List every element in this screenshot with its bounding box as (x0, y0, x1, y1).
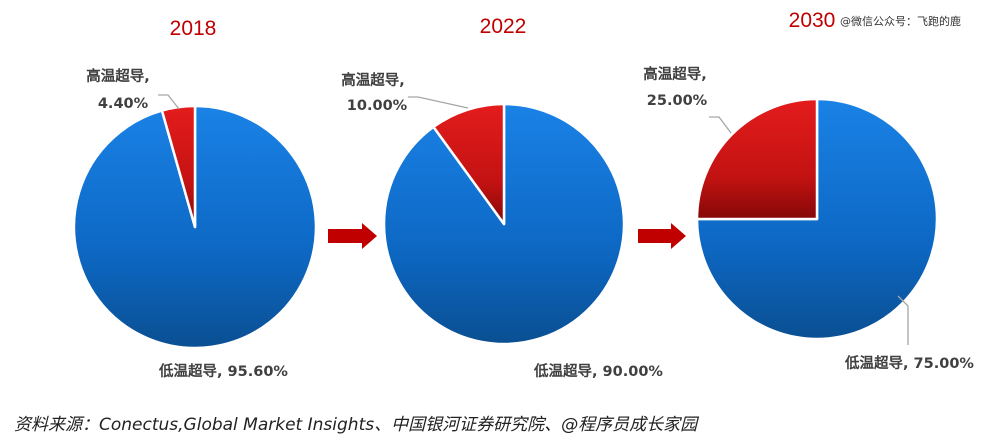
label-high-2030-name: 高温超导, (643, 65, 707, 83)
leader-line-2030 (709, 116, 732, 134)
label-high-2018-value: 4.40% (98, 96, 149, 112)
chart-title-2022: 2022 (480, 15, 527, 38)
chart-title-2018: 2018 (170, 17, 217, 40)
label-low-2018: 低温超导, 95.60% (158, 362, 288, 380)
label-high-2022-value: 10.00% (347, 98, 408, 114)
leader-line-2018 (158, 94, 180, 110)
pie-slice-high-temp-2030 (695, 97, 819, 221)
pie-2018 (72, 104, 318, 350)
arrow-2018-to-2022 (328, 223, 377, 249)
chart-title-2030: 2030 (789, 9, 836, 32)
leader-line-2022 (408, 96, 469, 109)
pie-slice-high-temp-2022 (432, 102, 506, 226)
source-note: 资料来源：Conectus,Global Market Insights、中国银… (14, 415, 698, 435)
arrow-2022-to-2030 (638, 223, 686, 249)
label-high-2018-name: 高温超导, (86, 67, 150, 85)
label-low-2022: 低温超导, 90.00% (533, 362, 663, 380)
leader-line-2030-low (897, 295, 909, 345)
label-high-2030-value: 25.00% (647, 93, 708, 109)
pie-slice-low-temp-2030 (695, 97, 939, 341)
pie-2022 (382, 102, 626, 346)
watermark-text: @微信公众号：飞跑的鹿 (840, 14, 961, 28)
label-low-2030: 低温超导, 75.00% (844, 354, 974, 372)
label-high-2022-name: 高温超导, (341, 71, 405, 89)
pie-2030 (695, 97, 939, 341)
